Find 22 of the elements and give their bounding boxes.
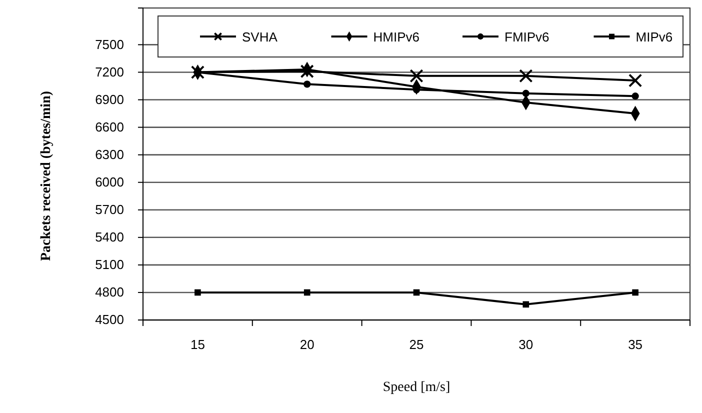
- y-tick-label: 6000: [95, 174, 124, 190]
- x-axis-title: Speed [m/s]: [382, 380, 450, 395]
- legend-label: HMIPv6: [373, 30, 420, 44]
- y-tick-label: 6900: [95, 92, 124, 107]
- y-tick-label: 7200: [95, 64, 124, 80]
- y-tick-label: 5100: [95, 257, 124, 272]
- legend-label: FMIPv6: [504, 30, 550, 44]
- y-tick-label: 5700: [95, 202, 124, 218]
- y-tick-label: 6300: [95, 146, 124, 162]
- legend-label: MIPv6: [636, 30, 673, 44]
- x-tick-label: 25: [409, 337, 424, 352]
- y-tick-label: 6600: [95, 119, 124, 134]
- x-tick-label: 15: [190, 337, 205, 352]
- legend-label: SVHA: [242, 30, 278, 44]
- x-tick-label: 30: [518, 337, 534, 352]
- y-tick-label: 4500: [95, 312, 124, 328]
- x-tick-label: 20: [300, 337, 314, 352]
- y-tick-label: 5400: [95, 230, 124, 245]
- y-tick-label: 7500: [95, 36, 124, 52]
- y-tick-label: 4800: [95, 284, 124, 300]
- y-axis-title: Packets received (bytes/min): [39, 90, 54, 262]
- x-tick-label: 35: [628, 337, 643, 352]
